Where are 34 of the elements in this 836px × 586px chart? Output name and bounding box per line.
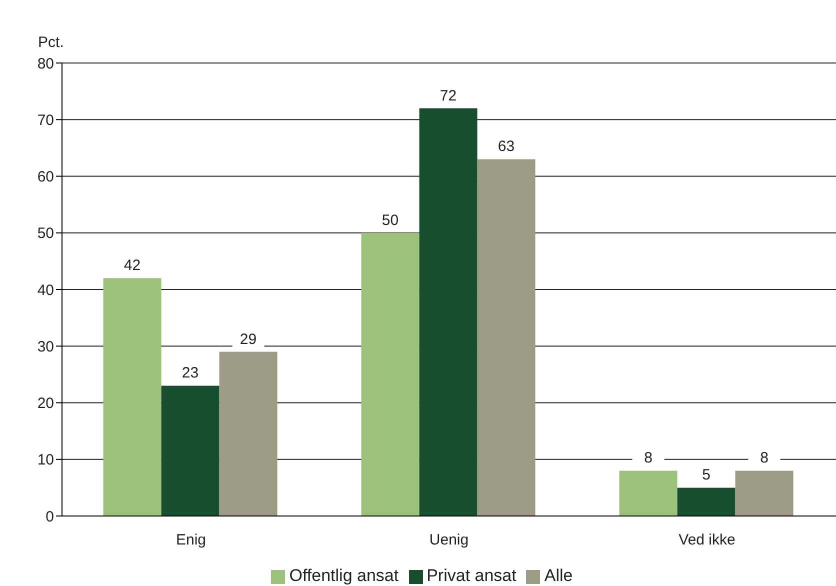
bar: [735, 470, 794, 516]
bar: [419, 108, 478, 516]
x-tick-label: Uenig: [429, 532, 469, 549]
bar: [361, 232, 420, 516]
x-tick-label: Enig: [176, 532, 206, 549]
legend-label: Privat ansat: [426, 566, 516, 585]
bar: [619, 470, 678, 516]
y-tick-label: 80: [37, 55, 54, 72]
data-label: 8: [644, 450, 652, 467]
bar: [477, 159, 536, 516]
y-tick-label: 40: [37, 282, 54, 299]
data-label: 42: [124, 257, 141, 274]
data-label: 8: [760, 450, 768, 467]
bar: [219, 352, 278, 516]
data-label: 5: [702, 466, 710, 484]
data-label: 63: [498, 138, 515, 156]
data-label: 72: [440, 87, 457, 104]
data-label: 23: [182, 364, 199, 382]
bar: [677, 488, 736, 516]
y-tick-label: 20: [37, 395, 54, 412]
y-axis-title: Pct.: [38, 34, 64, 51]
y-tick-label: 50: [37, 225, 54, 242]
legend-label: Alle: [544, 566, 573, 585]
bar: [103, 278, 162, 516]
y-tick-label: 70: [37, 112, 54, 129]
x-tick-label: Ved ikke: [678, 532, 736, 549]
legend-label: Offentlig ansat: [289, 566, 399, 585]
y-tick-label: 10: [37, 452, 54, 469]
y-tick-label: 30: [37, 338, 54, 356]
data-label: 50: [382, 212, 399, 229]
data-label: 29: [240, 330, 257, 348]
bar: [161, 386, 220, 516]
y-tick-label: 60: [37, 168, 54, 186]
y-tick-label: 0: [46, 508, 54, 526]
